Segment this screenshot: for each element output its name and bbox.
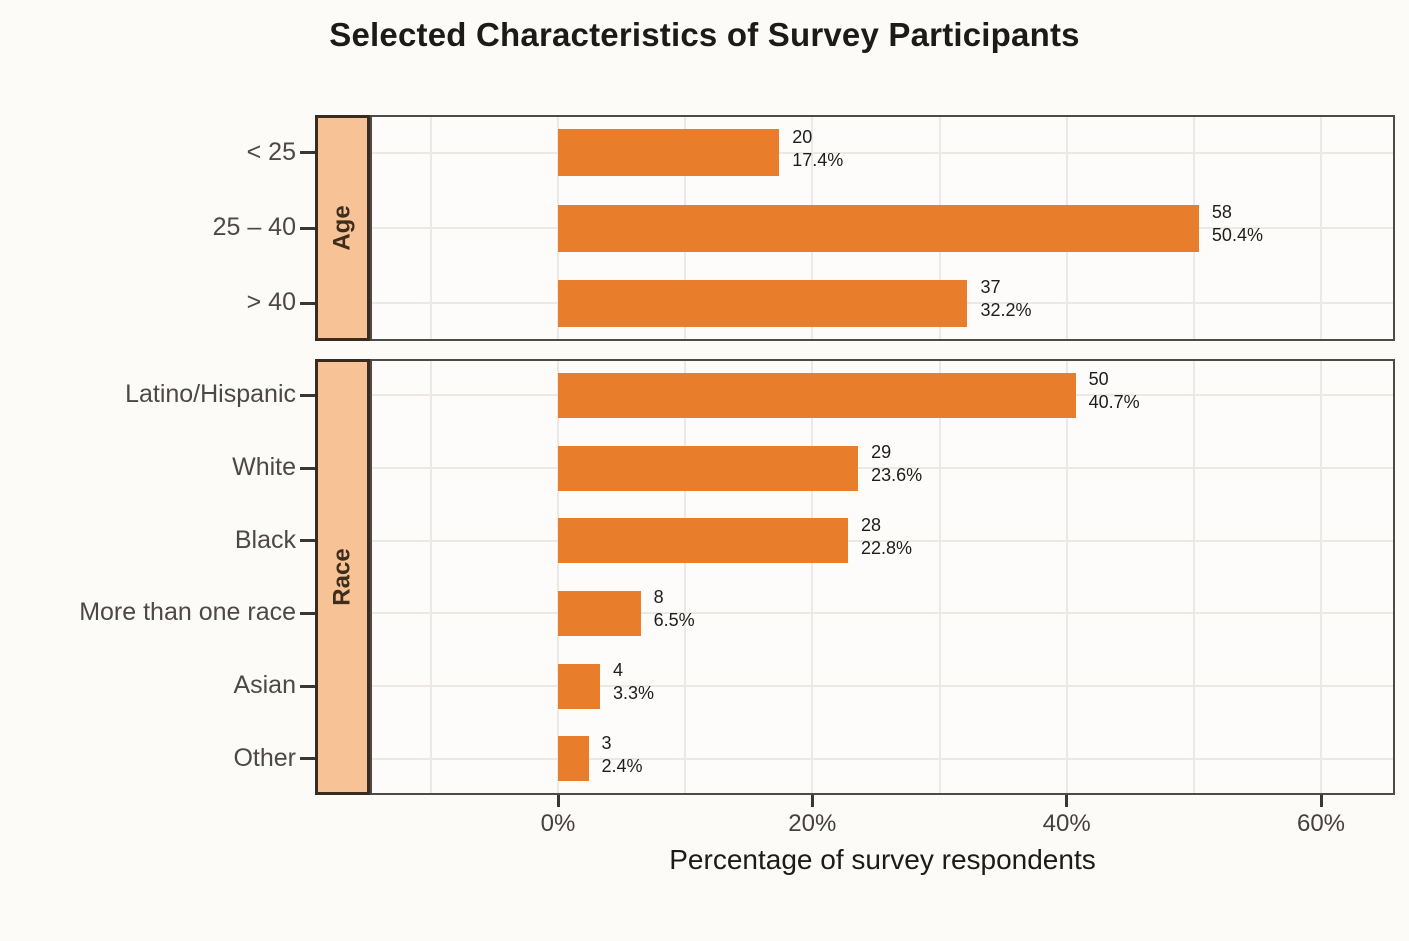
bar-count: 8	[653, 587, 664, 608]
gridline-vertical	[938, 361, 941, 793]
bar-count: 58	[1211, 202, 1232, 222]
x-axis-tick	[556, 795, 560, 807]
bar-more-than-one-race	[558, 590, 641, 636]
gridline-vertical	[1065, 361, 1068, 793]
y-axis-tick	[300, 301, 315, 305]
bar-other	[558, 736, 589, 782]
bar-40	[558, 279, 968, 327]
x-axis-tick	[1065, 795, 1069, 807]
x-axis-tick	[810, 795, 814, 807]
bar-value-label-other: 3 2.4%	[602, 732, 643, 778]
bar-25	[558, 129, 780, 177]
y-axis-label-more-than-one-race: More than one race	[79, 598, 296, 627]
bar-percent: 3.3%	[612, 683, 654, 703]
gridline-horizontal	[372, 539, 1393, 542]
gridline-vertical	[1320, 361, 1323, 793]
facet-panel-age: 20 17.4% 58 50.4% 37 32.2%	[370, 115, 1395, 341]
bar-asian	[558, 663, 600, 709]
bar-percent: 23.6%	[871, 465, 923, 485]
y-axis-label-25-40: 25 – 40	[212, 213, 296, 241]
bar-percent: 50.4%	[1211, 225, 1263, 245]
bar-percent: 32.2%	[980, 300, 1032, 321]
bar-value-label-asian: 4 3.3%	[613, 659, 654, 705]
x-axis-tick	[1319, 795, 1323, 807]
y-axis-label-asian: Asian	[233, 671, 296, 699]
facet-strip-race: Race	[315, 359, 370, 795]
y-axis-tick	[300, 151, 315, 155]
y-axis-tick	[300, 466, 315, 470]
bar-count: 37	[980, 277, 1001, 298]
facet-strip-label: Age	[328, 205, 356, 251]
gridline-vertical	[557, 361, 559, 793]
bar-black	[558, 518, 848, 564]
bar-count: 3	[601, 732, 612, 753]
bar-count: 29	[871, 442, 892, 462]
x-axis-tick-label: 60%	[1296, 810, 1346, 837]
y-axis-tick	[300, 226, 315, 230]
bar-count: 20	[792, 126, 813, 147]
bar-percent: 2.4%	[601, 755, 643, 776]
facet-strip-age: Age	[315, 115, 370, 341]
y-axis-label-40: > 40	[246, 288, 296, 317]
x-axis-tick-label: 0%	[540, 810, 576, 837]
bar-value-label-40: 37 32.2%	[980, 276, 1031, 322]
bar-percent: 6.5%	[653, 610, 695, 631]
gridline-vertical	[1192, 361, 1195, 793]
gridline-horizontal	[372, 467, 1393, 469]
y-axis-label-latino-hispanic: Latino/Hispanic	[125, 380, 296, 409]
bar-value-label-black: 28 22.8%	[861, 514, 912, 560]
bar-count: 28	[860, 514, 881, 535]
gridline-vertical	[429, 361, 432, 793]
gridline-horizontal	[372, 685, 1393, 687]
bar-percent: 17.4%	[792, 149, 844, 170]
bar-white	[558, 445, 859, 491]
y-axis-tick	[300, 757, 315, 761]
bar-value-label-25-40: 58 50.4%	[1212, 201, 1263, 247]
bar-count: 4	[612, 660, 623, 680]
gridline-horizontal	[372, 151, 1393, 154]
x-axis-tick-label: 40%	[1042, 810, 1091, 837]
y-axis-label-white: White	[232, 453, 296, 481]
chart-title: Selected Characteristics of Survey Parti…	[329, 16, 1080, 53]
gridline-vertical	[811, 361, 814, 793]
gridline-horizontal	[372, 757, 1393, 760]
y-axis-label-other: Other	[233, 743, 296, 772]
facet-panel-race: 50 40.7% 29 23.6% 28 22.8% 8 6.5% 4 3.3% 3 2.4%	[370, 359, 1395, 795]
bar-percent: 22.8%	[860, 537, 912, 558]
bar-value-label-latino-hispanic: 50 40.7%	[1089, 368, 1140, 414]
bar-value-label-more-than-one-race: 8 6.5%	[654, 586, 695, 632]
bar-value-label-25: 20 17.4%	[792, 126, 843, 172]
facet-strip-label: Race	[328, 548, 356, 606]
bar-value-label-white: 29 23.6%	[871, 441, 922, 487]
bar-25-40	[558, 204, 1199, 252]
gridline-vertical	[684, 361, 687, 793]
y-axis-tick	[300, 393, 315, 397]
y-axis-tick	[300, 539, 315, 543]
y-axis-tick	[300, 611, 315, 615]
x-axis-title: Percentage of survey respondents	[669, 844, 1096, 875]
y-axis-label-25: < 25	[246, 137, 296, 166]
gridline-horizontal	[372, 612, 1393, 615]
bar-count: 50	[1088, 369, 1109, 390]
bar-percent: 40.7%	[1088, 392, 1140, 413]
x-axis-tick-label: 20%	[788, 810, 837, 837]
y-axis-label-black: Black	[234, 525, 296, 554]
y-axis-tick	[300, 684, 315, 688]
bar-latino-hispanic	[558, 372, 1076, 418]
